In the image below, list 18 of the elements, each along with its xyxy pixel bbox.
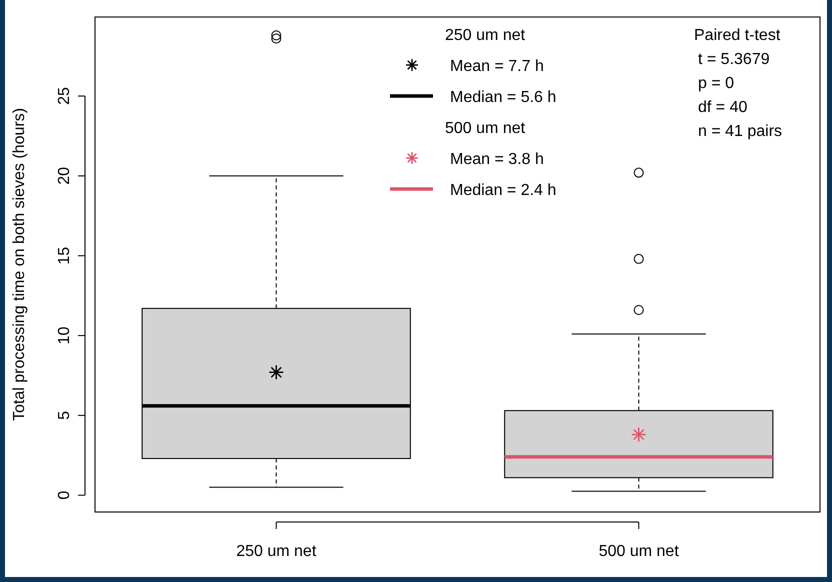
annotation: 500 um net: [445, 120, 526, 137]
annotation: 250 um net: [445, 27, 526, 44]
annotation: Mean = 7.7 h: [450, 58, 544, 75]
y-tick-label: 0: [56, 490, 73, 500]
y-tick-label: 15: [56, 246, 73, 265]
y-tick-label: 5: [56, 410, 73, 420]
y-axis-title: Total processing time on both sieves (hours): [11, 108, 28, 422]
annotation: Median = 2.4 h: [450, 182, 556, 199]
y-tick-label: 25: [56, 87, 73, 105]
annotation: p = 0: [698, 75, 734, 92]
annotation: t = 5.3679: [698, 51, 770, 68]
y-tick-label: 10: [56, 326, 73, 344]
annotation: Mean = 3.8 h: [450, 151, 544, 168]
annotation: Paired t-test: [694, 27, 781, 44]
annotation: Median = 5.6 h: [450, 89, 556, 106]
annotation: n = 41 pairs: [698, 123, 782, 140]
annotation: df = 40: [698, 99, 748, 116]
y-tick-label: 20: [56, 166, 73, 185]
